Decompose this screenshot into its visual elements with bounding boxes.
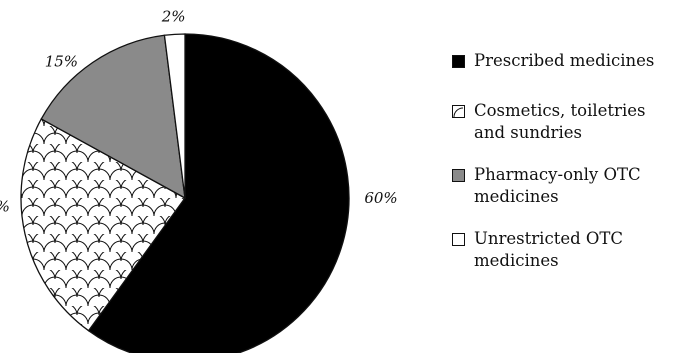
legend-label-unrestricted: Unrestricted OTC medicines [474, 229, 624, 270]
legend-label-cosmetics: Cosmetics, toiletries and sundries [474, 101, 646, 142]
legend-label-prescribed: Prescribed medicines [474, 51, 655, 70]
legend-item-pharmacy-only-otc: Pharmacy-only OTC medicines [452, 164, 672, 208]
legend-swatch-prescribed [452, 55, 465, 68]
legend: Prescribed medicines Cosmetics, toiletri… [452, 50, 672, 292]
legend-swatch-unrestricted [452, 233, 465, 246]
legend-item-unrestricted-otc: Unrestricted OTC medicines [452, 228, 672, 272]
pie-slice-0 [87, 33, 350, 353]
legend-swatch-cosmetics [452, 105, 465, 118]
legend-swatch-pharmacy-only [452, 169, 465, 182]
pie-value-label-2: 15% [45, 53, 78, 71]
legend-item-cosmetics: Cosmetics, toiletries and sundries [452, 100, 672, 144]
pie-value-label-0: 60% [364, 189, 397, 207]
pie-chart: 60% 23% 15% 2% [0, 7, 398, 353]
pie-slice-3 [163, 33, 186, 199]
legend-item-prescribed-medicines: Prescribed medicines [452, 50, 672, 72]
pie-slice-1 [20, 118, 186, 332]
pie-value-label-1: 23% [0, 198, 10, 216]
pie-slice-2 [40, 34, 186, 200]
pie-value-label-3: 2% [161, 7, 186, 25]
legend-label-pharmacy-only: Pharmacy-only OTC medicines [474, 165, 641, 206]
